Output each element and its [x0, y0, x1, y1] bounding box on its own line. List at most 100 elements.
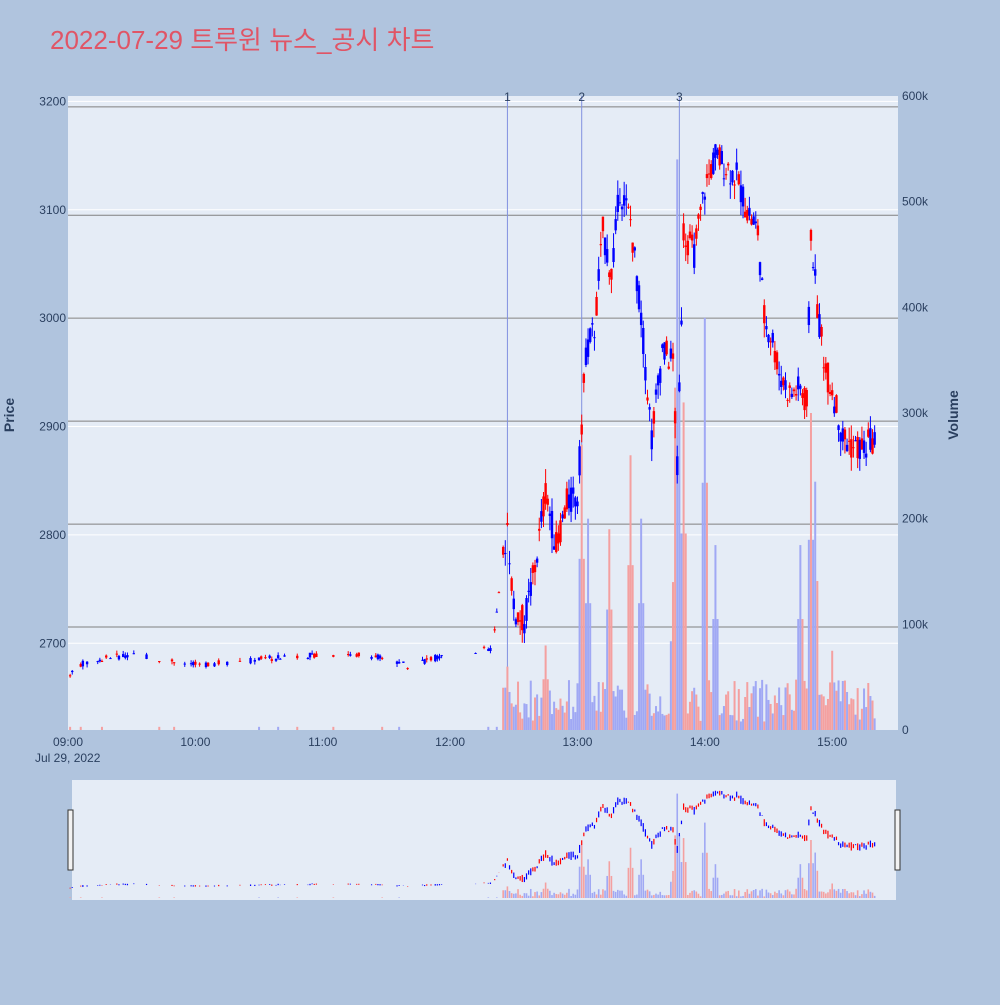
candle-body	[724, 174, 728, 176]
range-slider-volume-bar	[865, 893, 867, 898]
range-slider-volume-bar	[814, 852, 817, 898]
x-tick-label: 15:00	[817, 735, 847, 749]
range-slider-volume-bar	[714, 864, 717, 898]
candle-body	[716, 149, 719, 155]
candle-body	[555, 532, 558, 553]
range-slider-volume-bar	[763, 896, 766, 898]
candle-body	[622, 195, 626, 206]
range-slider-volume-bar	[623, 894, 625, 898]
volume-bar	[508, 691, 511, 730]
volume-bar	[565, 701, 568, 730]
range-slider-volume-bar	[742, 895, 744, 898]
range-slider[interactable]	[72, 780, 896, 900]
candle-body	[563, 507, 566, 519]
candle-body	[712, 152, 715, 174]
volume-bar	[782, 715, 785, 730]
candle-body	[253, 659, 257, 662]
range-slider-volume-bar	[517, 889, 519, 898]
range-slider-volume-bar	[801, 877, 804, 898]
candle-body	[487, 649, 490, 651]
volume-bar	[807, 539, 810, 730]
range-slider-volume-bar	[79, 897, 82, 898]
range-slider-volume-bar	[606, 875, 608, 898]
range-slider-volume-bar	[621, 890, 623, 898]
x-tick-label: 09:00	[53, 735, 83, 749]
candle-body	[843, 429, 847, 440]
volume-bar	[158, 726, 161, 730]
range-slider-right-handle[interactable]	[894, 809, 901, 871]
range-slider-volume-bar	[748, 893, 751, 898]
candle-body	[601, 216, 605, 232]
volume-bar	[837, 680, 840, 730]
volume-bar	[663, 715, 666, 730]
candle-body	[531, 565, 535, 573]
range-slider-volume-bar	[661, 895, 664, 898]
candle-body	[308, 652, 312, 658]
candle-body	[506, 523, 509, 525]
volume-bar	[665, 714, 668, 730]
candle-body	[525, 598, 528, 621]
volume-bar	[542, 679, 545, 730]
volume-bar	[737, 689, 740, 730]
candle-body	[270, 659, 273, 661]
volume-bar	[703, 317, 706, 730]
volume-bar	[812, 539, 815, 730]
candle-body	[100, 660, 104, 662]
volume-tick-label: 0	[902, 723, 909, 737]
range-slider-volume-bar	[771, 894, 774, 898]
volume-bar	[771, 713, 774, 730]
range-slider-volume-bar	[277, 897, 279, 898]
candle-body	[395, 661, 399, 664]
candle-body	[429, 657, 433, 661]
candle-body	[726, 163, 730, 166]
candle-body	[703, 196, 707, 200]
candle-body	[739, 185, 743, 203]
candle-body	[693, 244, 696, 268]
candle-body	[635, 276, 639, 292]
candle-body	[809, 230, 813, 241]
candle-body	[637, 285, 641, 310]
candle-body	[183, 663, 186, 665]
range-slider-left-handle[interactable]	[67, 809, 74, 871]
volume-bar	[584, 603, 587, 730]
range-slider-volume-bar	[633, 895, 636, 898]
volume-bar	[701, 482, 704, 730]
volume-bar	[680, 533, 683, 730]
volume-bar	[625, 717, 628, 730]
volume-bar	[839, 701, 842, 730]
candle-body	[249, 657, 252, 664]
volume-bar	[831, 650, 834, 730]
volume-bar	[773, 695, 776, 730]
range-slider-volume-bar	[780, 893, 783, 898]
volume-bar	[618, 689, 621, 730]
range-slider-volume-bar	[791, 894, 793, 898]
volume-bar	[682, 402, 685, 730]
volume-bar	[869, 695, 872, 730]
candle-body	[805, 390, 808, 407]
volume-bar	[640, 518, 643, 730]
volume-bar	[589, 603, 592, 730]
candle-body	[268, 655, 271, 658]
candle-body	[705, 174, 709, 179]
range-slider-volume-bar	[691, 890, 693, 898]
volume-bar	[676, 159, 679, 730]
candle-body	[835, 395, 838, 413]
candle-body	[274, 658, 278, 661]
volume-bar	[606, 609, 609, 730]
range-slider-volume-bar	[553, 892, 555, 898]
candle-body	[733, 184, 736, 186]
range-slider-volume-bar	[631, 867, 634, 898]
volume-bar	[795, 679, 798, 730]
range-slider-volume-bar	[761, 888, 763, 898]
volume-bar	[733, 681, 736, 730]
volume-bar	[381, 726, 384, 730]
range-slider-volume-bar	[563, 894, 566, 898]
candle-body	[682, 223, 685, 241]
range-slider-volume-bar	[158, 897, 161, 898]
candle-body	[701, 192, 704, 194]
candle-body	[313, 654, 316, 658]
candle-body	[538, 528, 541, 531]
range-slider-volume-bar	[604, 890, 606, 898]
news-marker-label: 3	[676, 90, 683, 104]
volume-bar	[756, 716, 759, 730]
